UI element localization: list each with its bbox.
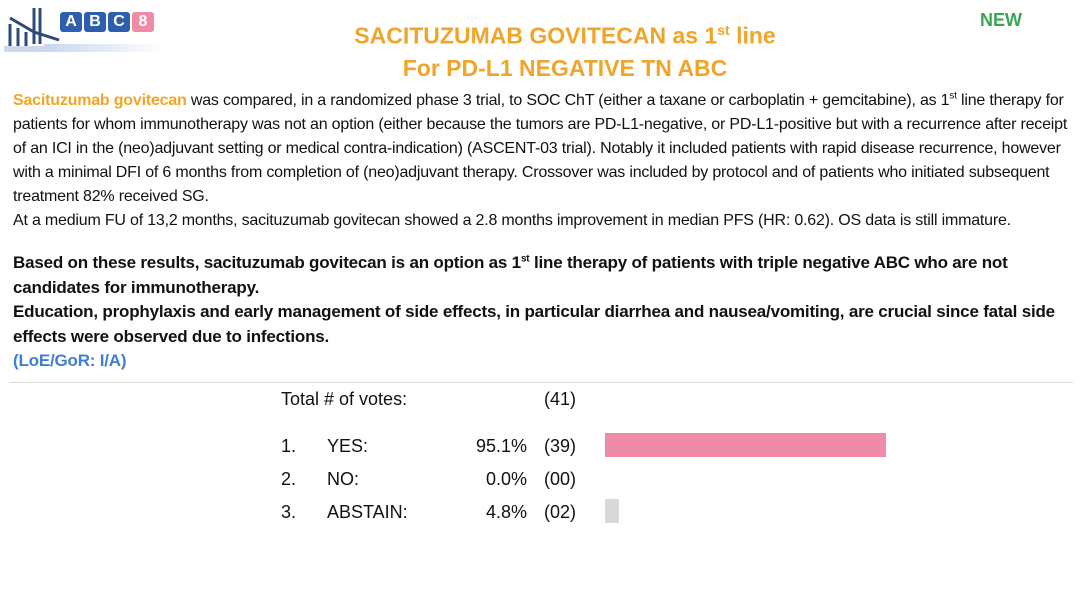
- vote-bar: [605, 432, 887, 457]
- title-line1: SACITUZUMAB GOVITECAN as 1: [354, 22, 718, 49]
- vote-bar: [605, 498, 620, 523]
- slide-title: SACITUZUMAB GOVITECAN as 1st line For PD…: [200, 14, 930, 84]
- slide-content: Sacituzumab govitecan was compared, in a…: [0, 86, 1080, 537]
- slide-header: A B C 8 SACITUZUMAB GOVITECAN as 1st lin…: [0, 0, 1080, 86]
- divider: [10, 381, 1073, 383]
- vote-num: 2.: [281, 468, 297, 489]
- paragraph-1b: line therapy for patients for whom immun…: [13, 92, 1068, 205]
- vote-pct: 95.1%: [475, 435, 527, 456]
- vote-count: (02): [544, 501, 577, 522]
- rec-1b: line therapy of patients with triple neg…: [13, 253, 1008, 297]
- vote-num: 3.: [281, 501, 297, 522]
- total-votes-row: Total # of votes: (41): [281, 387, 1070, 411]
- vote-label: ABSTAIN:: [327, 501, 408, 522]
- paragraph-1a: was compared, in a randomized phase 3 tr…: [186, 92, 950, 109]
- vote-rows: 1. YES: 95.1% (39) 2. NO: 0.0% (00) 3. ABSTAIN: 4.…: [281, 432, 1070, 524]
- recommendation: Based on these results, sacituzumab govi…: [13, 251, 1070, 374]
- sup: st: [520, 253, 530, 265]
- vote-row: 3. ABSTAIN: 4.8% (02): [281, 498, 1070, 524]
- body-text: Sacituzumab govitecan was compared, in a…: [13, 89, 1070, 233]
- vote-label: YES:: [327, 435, 369, 456]
- logo-letter: C: [108, 12, 130, 32]
- rec-1a: Based on these results, sacituzumab govi…: [13, 253, 521, 272]
- logo-underline: [44, 44, 164, 52]
- vote-label: NO:: [327, 468, 360, 489]
- title-sup: st: [717, 22, 730, 38]
- vote-count: (39): [544, 435, 577, 456]
- vote-results: Total # of votes: (41) 1. YES: 95.1% (39) 2.…: [13, 383, 1070, 537]
- sup: st: [949, 90, 957, 102]
- abc8-logo: A B C 8: [4, 4, 164, 54]
- vote-row: 2. NO: 0.0% (00): [281, 467, 1070, 491]
- title-line1-end: line: [729, 22, 776, 49]
- total-label: Total # of votes:: [281, 388, 408, 409]
- logo-letter: A: [60, 12, 82, 32]
- loe-gor: (LoE/GoR: I/A): [13, 351, 127, 370]
- drug-name: Sacituzumab govitecan: [13, 92, 187, 109]
- logo-letter: 8: [132, 12, 154, 32]
- paragraph-2: At a medium FU of 13,2 months, sacituzum…: [13, 212, 1011, 229]
- vote-row: 1. YES: 95.1% (39): [281, 432, 1070, 458]
- bridge-icon: [4, 8, 64, 52]
- vote-pct: 4.8%: [485, 501, 527, 522]
- vote-num: 1.: [281, 435, 297, 456]
- rec-2: Education, prophylaxis and early managem…: [13, 302, 1055, 346]
- vote-count: (00): [544, 468, 577, 489]
- logo-letter: B: [84, 12, 106, 32]
- vote-pct: 0.0%: [485, 468, 527, 489]
- title-line2: For PD-L1 NEGATIVE TN ABC: [402, 54, 728, 81]
- new-badge: NEW: [980, 10, 1022, 30]
- total-count: (41): [544, 388, 577, 409]
